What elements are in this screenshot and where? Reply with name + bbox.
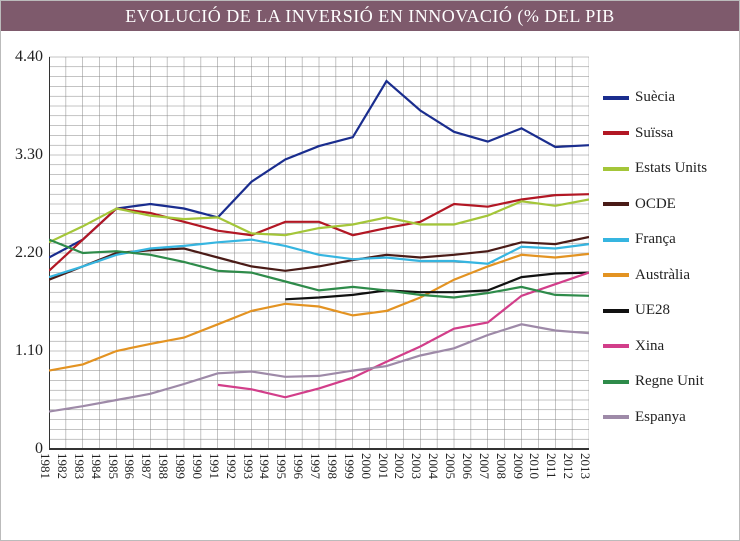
chart-svg (49, 49, 589, 489)
legend-label: OCDE (635, 196, 676, 213)
x-tick-label: 1993 (240, 453, 256, 479)
chart-container: EVOLUCIÓ DE LA INVERSIÓ EN INNOVACIÓ (% … (0, 0, 740, 541)
x-tick-label: 2009 (510, 453, 526, 479)
legend-label: Suïssa (635, 125, 673, 142)
x-tick-label: 2002 (391, 453, 407, 479)
x-tick-label: 1987 (138, 453, 154, 479)
legend-swatch (603, 415, 629, 419)
legend-swatch (603, 238, 629, 242)
plot-area: 01.102.203.304.4019811982198319841985198… (49, 49, 589, 489)
x-tick-label: 1990 (189, 453, 205, 479)
x-tick-label: 2001 (375, 453, 391, 479)
legend-label: Espanya (635, 409, 686, 426)
y-tick-label: 3.30 (15, 146, 49, 164)
x-tick-label: 1997 (307, 453, 323, 479)
legend-label: Estats Units (635, 160, 707, 177)
x-tick-label: 1981 (37, 453, 53, 479)
x-tick-label: 1985 (105, 453, 121, 479)
legend-label: Austràlia (635, 267, 690, 284)
legend-item: Suïssa (603, 125, 707, 142)
x-tick-label: 1996 (290, 453, 306, 479)
legend-item: OCDE (603, 196, 707, 213)
legend-item: Xina (603, 338, 707, 355)
x-tick-label: 2005 (442, 453, 458, 479)
x-tick-label: 2008 (493, 453, 509, 479)
x-tick-label: 1992 (223, 453, 239, 479)
x-tick-label: 1991 (206, 453, 222, 479)
x-tick-label: 1999 (341, 453, 357, 479)
legend-swatch (603, 273, 629, 277)
legend-swatch (603, 167, 629, 171)
legend-swatch (603, 202, 629, 206)
x-tick-label: 1994 (256, 453, 272, 479)
legend-item: UE28 (603, 302, 707, 319)
legend-label: França (635, 231, 676, 248)
legend: Suècia Suïssa Estats Units OCDE França Austrà… (603, 89, 707, 444)
legend-label: Xina (635, 338, 664, 355)
x-tick-label: 1988 (155, 453, 171, 479)
x-tick-label: 1995 (273, 453, 289, 479)
x-tick-label: 1998 (324, 453, 340, 479)
x-tick-label: 1986 (121, 453, 137, 479)
x-tick-label: 1984 (88, 453, 104, 479)
legend-swatch (603, 309, 629, 313)
x-tick-label: 2012 (560, 453, 576, 479)
x-tick-label: 2004 (425, 453, 441, 479)
x-tick-label: 2007 (476, 453, 492, 479)
x-tick-label: 2000 (358, 453, 374, 479)
legend-item: França (603, 231, 707, 248)
x-tick-label: 2006 (459, 453, 475, 479)
legend-item: Estats Units (603, 160, 707, 177)
y-tick-label: 2.20 (15, 244, 49, 262)
x-tick-label: 1983 (71, 453, 87, 479)
legend-swatch (603, 96, 629, 100)
legend-label: Regne Unit (635, 373, 704, 390)
chart-title: EVOLUCIÓ DE LA INVERSIÓ EN INNOVACIÓ (% … (1, 1, 739, 31)
x-tick-label: 1989 (172, 453, 188, 479)
legend-item: Suècia (603, 89, 707, 106)
x-tick-label: 2011 (543, 453, 559, 479)
legend-item: Espanya (603, 409, 707, 426)
legend-item: Regne Unit (603, 373, 707, 390)
legend-label: UE28 (635, 302, 670, 319)
legend-swatch (603, 344, 629, 348)
legend-swatch (603, 380, 629, 384)
x-tick-label: 2013 (577, 453, 593, 479)
x-tick-label: 2003 (408, 453, 424, 479)
legend-label: Suècia (635, 89, 675, 106)
x-tick-label: 2010 (526, 453, 542, 479)
legend-swatch (603, 131, 629, 135)
y-tick-label: 4.40 (15, 48, 49, 66)
legend-item: Austràlia (603, 267, 707, 284)
y-tick-label: 1.10 (15, 342, 49, 360)
x-tick-label: 1982 (54, 453, 70, 479)
